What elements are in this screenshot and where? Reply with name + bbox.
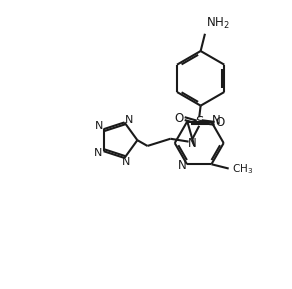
Text: S: S [195, 115, 204, 128]
Text: NH$_2$: NH$_2$ [206, 16, 230, 32]
Text: N: N [178, 159, 186, 172]
Text: N: N [125, 114, 133, 125]
Text: N: N [122, 157, 130, 167]
Text: N: N [212, 114, 221, 127]
Text: O: O [174, 112, 184, 125]
Text: N: N [188, 137, 197, 150]
Text: N: N [94, 148, 102, 158]
Text: CH$_3$: CH$_3$ [232, 162, 253, 176]
Text: N: N [95, 121, 103, 131]
Text: O: O [215, 116, 225, 129]
